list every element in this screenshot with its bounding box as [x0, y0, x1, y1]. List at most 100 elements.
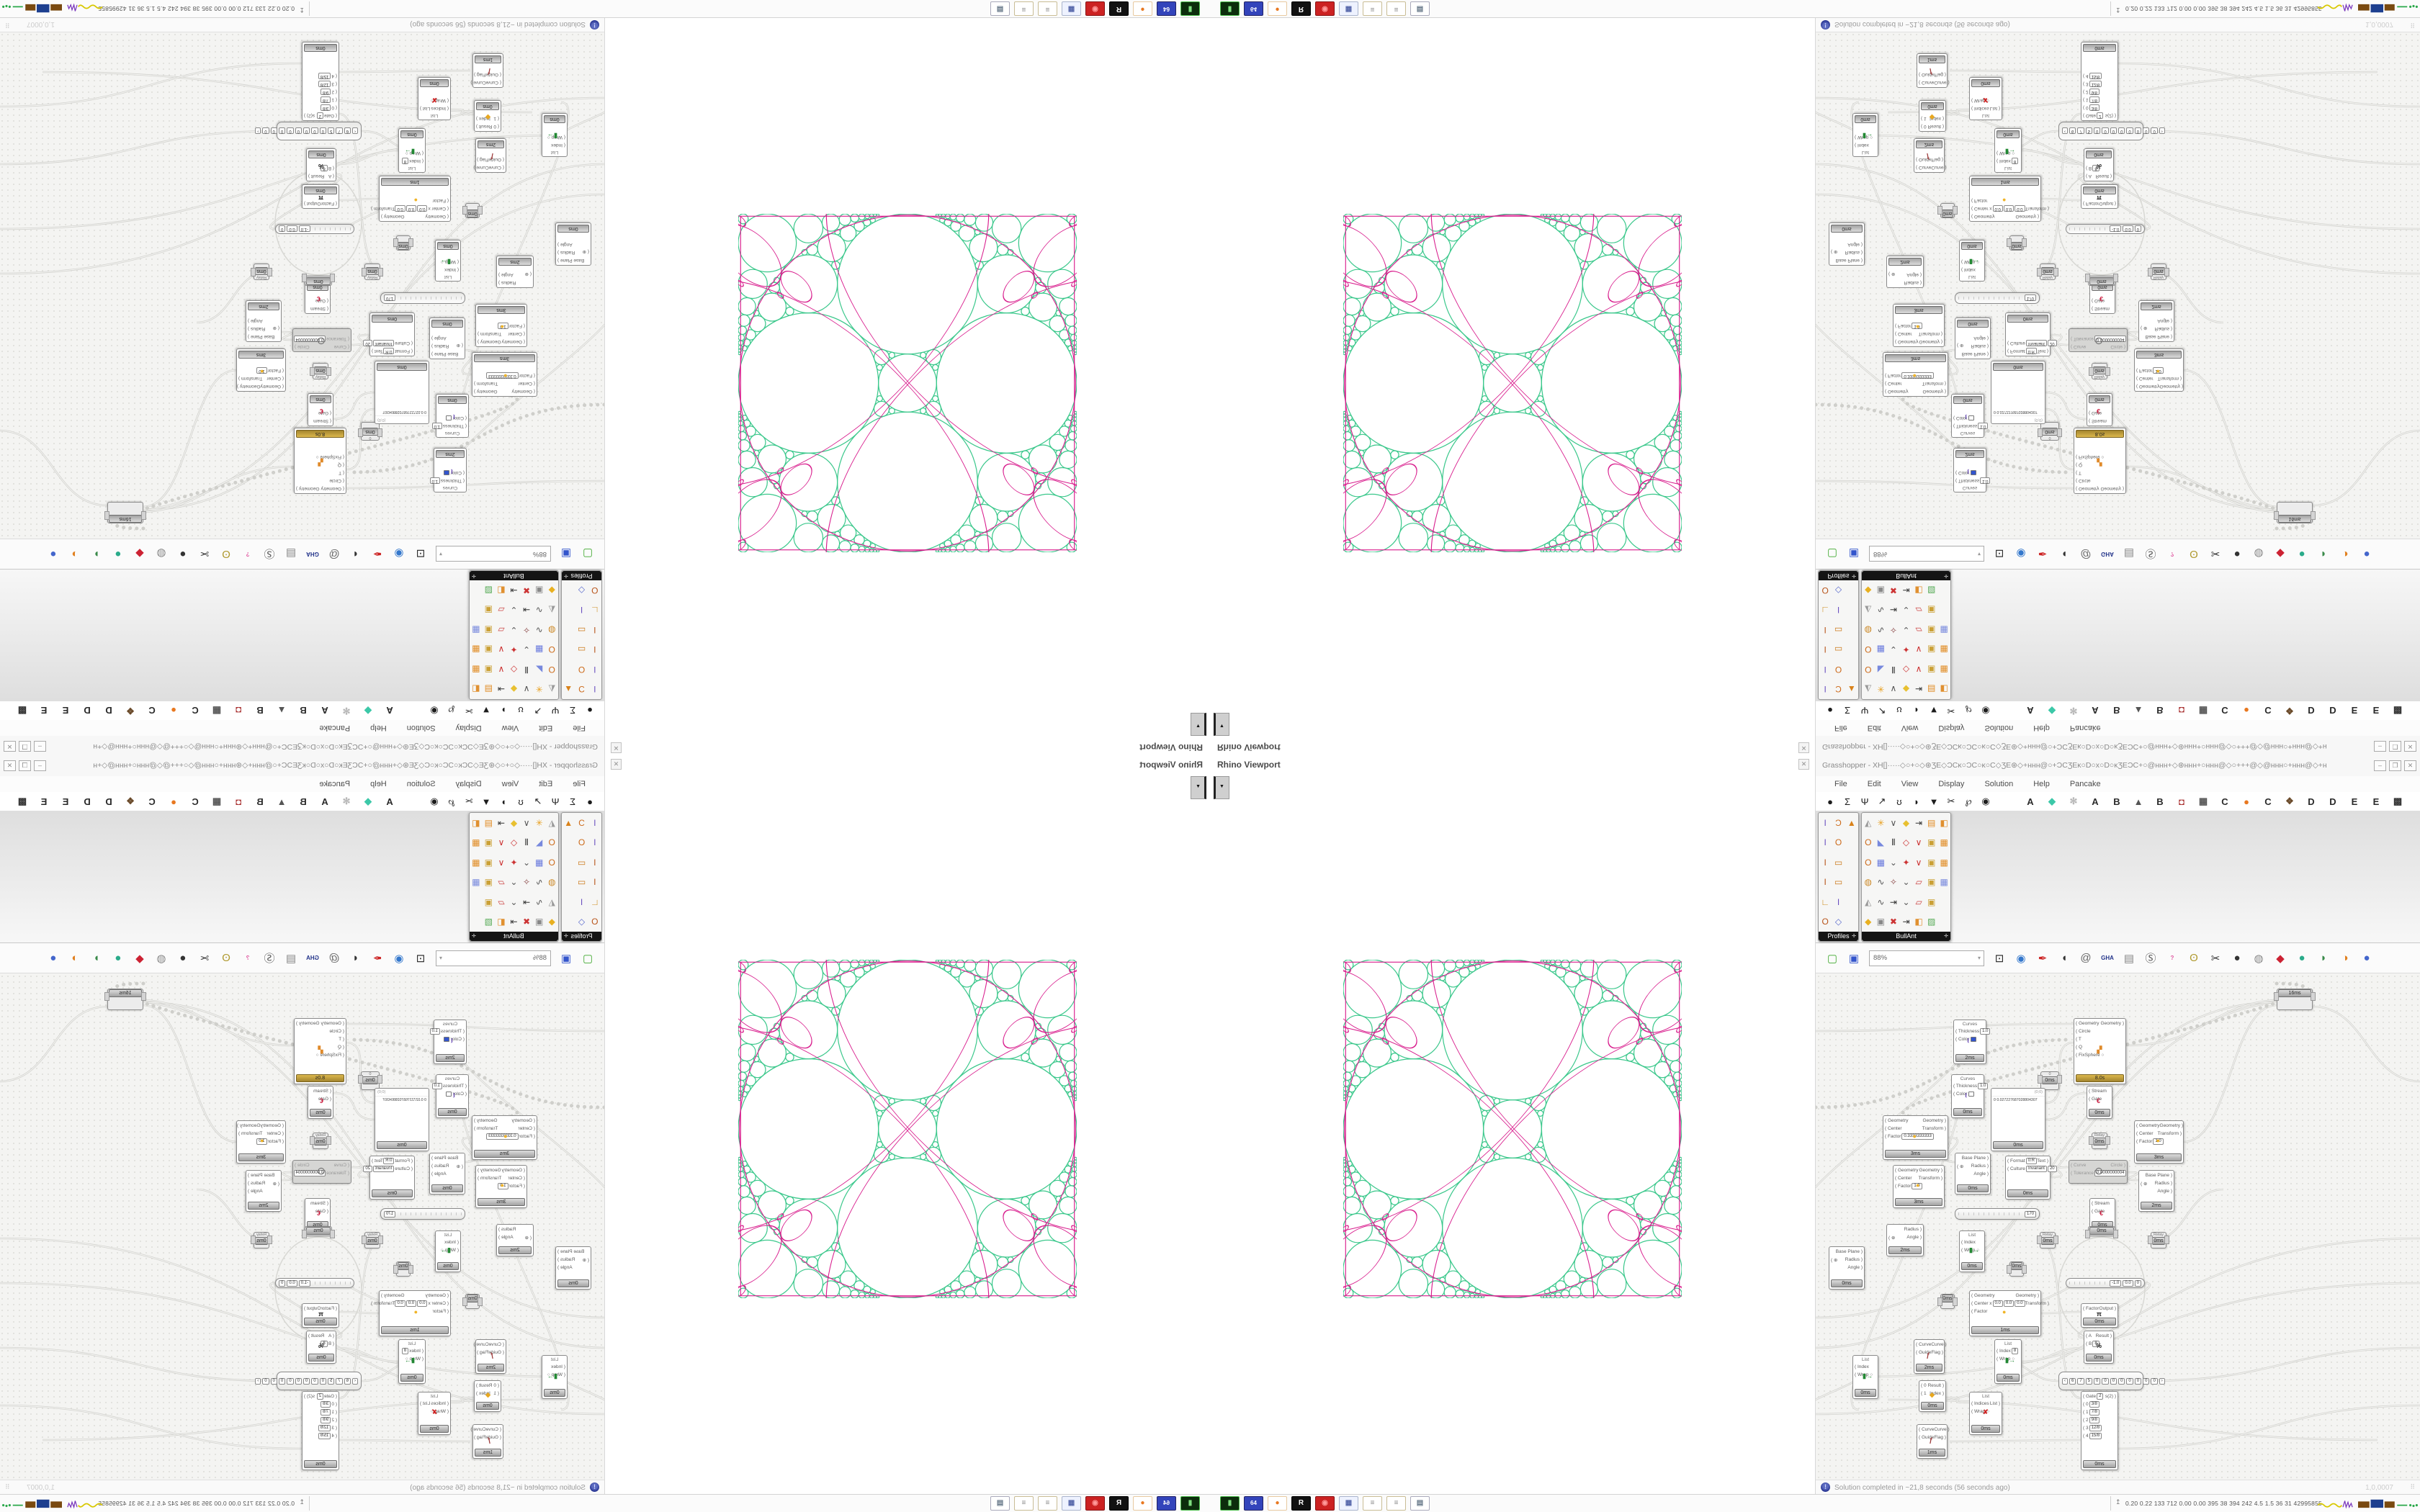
- minimize-icon[interactable]: –: [2374, 741, 2386, 752]
- relay-node[interactable]: 0ms: [1937, 1294, 1958, 1309]
- value-capsule[interactable]: ›: [255, 1377, 261, 1385]
- component-node[interactable]: ( A Result )( B 8% 0ms: [306, 1331, 336, 1364]
- palette-icon[interactable]: ▨: [484, 917, 493, 927]
- plugin-tab[interactable]: ◆: [364, 706, 372, 716]
- palette-icon[interactable]: ∨: [1915, 837, 1922, 848]
- menu-item-pancake[interactable]: Pancake: [319, 724, 351, 732]
- value-capsule[interactable]: 170: [384, 294, 396, 302]
- color-swatch[interactable]: [446, 1092, 452, 1097]
- component-node[interactable]: Base Plane )( ⊕ Radius ) Angle ) 2ms: [2138, 300, 2174, 342]
- gift-help-icon[interactable]: ?: [246, 551, 250, 557]
- palette-icon[interactable]: ◆: [1865, 585, 1872, 595]
- relay-node[interactable]: Relay 0ms: [2092, 363, 2107, 379]
- component-node[interactable]: List( Index ( Wrap ○ ▮→ 0ms: [435, 1230, 461, 1272]
- value-capsule[interactable]: 0: [279, 1279, 286, 1287]
- palette-icon[interactable]: [470, 912, 483, 932]
- palette-icon[interactable]: [1937, 912, 1950, 932]
- calculator-icon[interactable]: ▦: [1339, 1, 1358, 16]
- palette-icon[interactable]: ◇: [1834, 917, 1842, 927]
- annotate-icon[interactable]: @: [328, 952, 340, 964]
- panel-node[interactable]: (0;0) 0 0.027227687028804307 0ms: [1991, 1088, 2045, 1151]
- zoom-extents-icon[interactable]: ⊡: [416, 952, 426, 965]
- color-swatch[interactable]: [1970, 470, 1976, 475]
- plugin-tab[interactable]: ▩: [2393, 796, 2403, 806]
- value-capsule[interactable]: 12/8: [318, 81, 331, 87]
- palette-icon[interactable]: ▱: [498, 877, 505, 888]
- menu-item-help[interactable]: Help: [370, 780, 387, 788]
- palette-icon[interactable]: I: [580, 605, 583, 616]
- plugin-tab[interactable]: D: [2329, 796, 2336, 807]
- palette-icon[interactable]: [562, 640, 575, 660]
- relay-node[interactable]: Relay 0ms: [2040, 264, 2056, 280]
- menu-item-help[interactable]: Help: [370, 724, 387, 732]
- component-node[interactable]: ( Curve Curve )( Guide Flag ) ƒ 2ms: [1914, 138, 1947, 173]
- value-capsule[interactable]: -1.0: [298, 1279, 311, 1287]
- relay-node[interactable]: 0 0ms: [361, 422, 380, 441]
- plugin-tab[interactable]: D: [2308, 705, 2315, 716]
- palette-icon[interactable]: ✳: [535, 817, 543, 828]
- category-tab-icon[interactable]: ●: [1827, 796, 1833, 807]
- palette-icon[interactable]: I: [593, 837, 596, 848]
- preview-shaded-icon[interactable]: ◆: [135, 952, 144, 965]
- palette-icon[interactable]: ▭: [1834, 624, 1843, 635]
- jump-wires-icon[interactable]: ✂: [200, 547, 210, 560]
- palette-icon[interactable]: [562, 892, 575, 912]
- palette-tab-profiles[interactable]: Profiles: [562, 932, 601, 941]
- value-capsule[interactable]: 0: [2134, 225, 2141, 233]
- digit-scroller-node[interactable]: ‹ 6 7 5 0 0 0 0 0 0 0 0 ›: [2058, 1372, 2165, 1390]
- palette-icon[interactable]: [1937, 580, 1950, 600]
- plugin-tab[interactable]: B: [2156, 796, 2164, 807]
- menu-item-display[interactable]: Display: [455, 780, 482, 788]
- palette-icon[interactable]: [1845, 640, 1858, 660]
- plugin-tab[interactable]: A: [2027, 796, 2034, 807]
- palette-icon[interactable]: ✳: [1877, 817, 1885, 828]
- category-tab-icon[interactable]: ↗: [1878, 706, 1886, 716]
- value-capsule[interactable]: 0.3333333333: [486, 372, 519, 379]
- preview-off-icon[interactable]: ●: [2233, 952, 2241, 964]
- component-node[interactable]: List( Index 8( Wrap ○ ▮→ 0ms: [398, 1339, 426, 1384]
- notepad-icon[interactable]: ≡: [1038, 1, 1057, 16]
- component-node[interactable]: List( Index ( Wrap ○ ▮→ 0ms: [542, 113, 568, 157]
- palette-icon[interactable]: ◧: [1914, 917, 1923, 927]
- palette-icon[interactable]: ▦: [1876, 644, 1886, 655]
- palette-icon[interactable]: ∨: [498, 857, 505, 868]
- palette-icon[interactable]: ▱: [1915, 877, 1922, 888]
- palette-icon[interactable]: ✧: [523, 877, 531, 888]
- maximize-icon[interactable]: ❐: [2389, 760, 2401, 771]
- annotate-icon[interactable]: @: [2080, 952, 2092, 964]
- palette-icon[interactable]: ✳: [535, 684, 543, 695]
- printer-icon[interactable]: ▤: [1410, 1496, 1430, 1511]
- component-node[interactable]: ( Curve Curve )( Guide Flag ) ƒ 1ms: [470, 1424, 503, 1459]
- palette-icon[interactable]: ⌄: [1889, 644, 1897, 655]
- value-capsule[interactable]: 8: [401, 1348, 409, 1354]
- palette-icon[interactable]: O: [578, 837, 586, 848]
- category-tab-icon[interactable]: ●: [1827, 705, 1833, 716]
- palette-icon[interactable]: ∿: [1877, 877, 1885, 888]
- palette-icon[interactable]: ∨: [498, 837, 505, 848]
- palette-icon[interactable]: ✖: [1889, 917, 1897, 927]
- component-node[interactable]: ( Geometry Geometry )( Center Transform …: [2134, 348, 2184, 392]
- finder-icon[interactable]: Ⓢ: [2145, 547, 2156, 559]
- palette-icon[interactable]: [1845, 620, 1858, 640]
- plugin-tab[interactable]: ▦: [2198, 796, 2208, 806]
- number-slider-node[interactable]: -1.0 0.0 0: [275, 1278, 354, 1288]
- menu-item-file[interactable]: File: [1834, 724, 1847, 732]
- value-capsule[interactable]: 9/8: [2089, 89, 2099, 95]
- value-capsule[interactable]: 3/8: [321, 1401, 331, 1408]
- palette-icon[interactable]: ✧: [1889, 624, 1897, 635]
- finder-icon[interactable]: Ⓢ: [264, 953, 275, 965]
- solver-green-icon[interactable]: ◗: [2320, 548, 2327, 560]
- value-capsule[interactable]: 1.0: [431, 423, 442, 429]
- value-capsule[interactable]: 0: [2126, 1377, 2133, 1385]
- palette-icon[interactable]: [1937, 600, 1950, 621]
- zoom-extents-icon[interactable]: ⊡: [416, 547, 426, 560]
- palette-tab-bullant[interactable]: BullAnt: [470, 571, 558, 580]
- panel-node[interactable]: (0;0) 0 0.027227687028804307 0ms: [375, 361, 429, 424]
- palette-icon[interactable]: [1845, 660, 1858, 680]
- number-slider-node[interactable]: 170: [1955, 292, 2040, 304]
- value-capsule[interactable]: Invariant: [373, 340, 395, 346]
- firefox-icon[interactable]: ●: [1133, 1496, 1152, 1511]
- preview-wire-icon[interactable]: ◍: [156, 547, 166, 560]
- value-capsule[interactable]: 1.0: [429, 477, 440, 484]
- component-node[interactable]: ( Geometry Geometry )( Center Transform …: [475, 304, 527, 347]
